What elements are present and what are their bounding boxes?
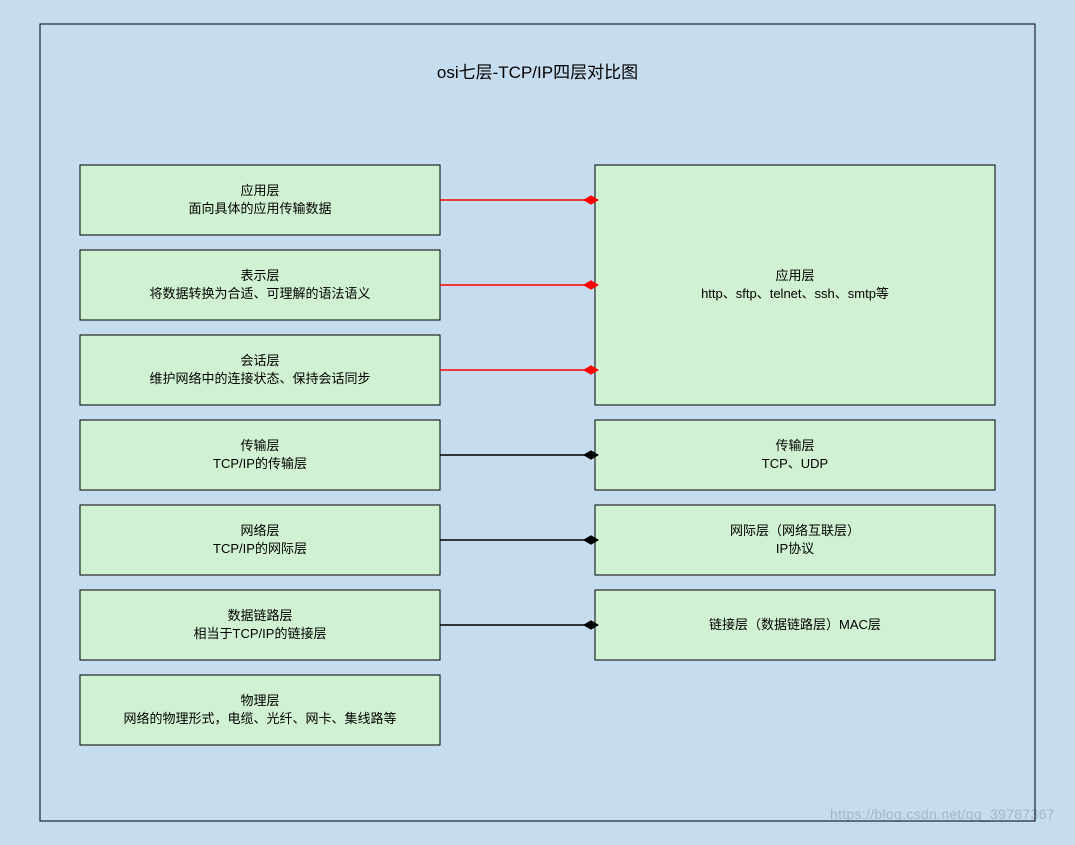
- osi-layer-6-box: [80, 675, 440, 745]
- osi-layer-5-box: [80, 590, 440, 660]
- osi-layer-2-box: [80, 335, 440, 405]
- tcpip-layer-0-box: [595, 165, 995, 405]
- osi-layer-0-box: [80, 165, 440, 235]
- osi-layer-1-box: [80, 250, 440, 320]
- tcpip-layer-1-box: [595, 420, 995, 490]
- osi-layer-4-box: [80, 505, 440, 575]
- osi-layer-3-box: [80, 420, 440, 490]
- tcpip-layer-2-box: [595, 505, 995, 575]
- watermark-text: https://blog.csdn.net/qq_39787367: [830, 806, 1055, 822]
- diagram-title: osi七层-TCP/IP四层对比图: [40, 58, 1035, 83]
- tcpip-layer-3-box: [595, 590, 995, 660]
